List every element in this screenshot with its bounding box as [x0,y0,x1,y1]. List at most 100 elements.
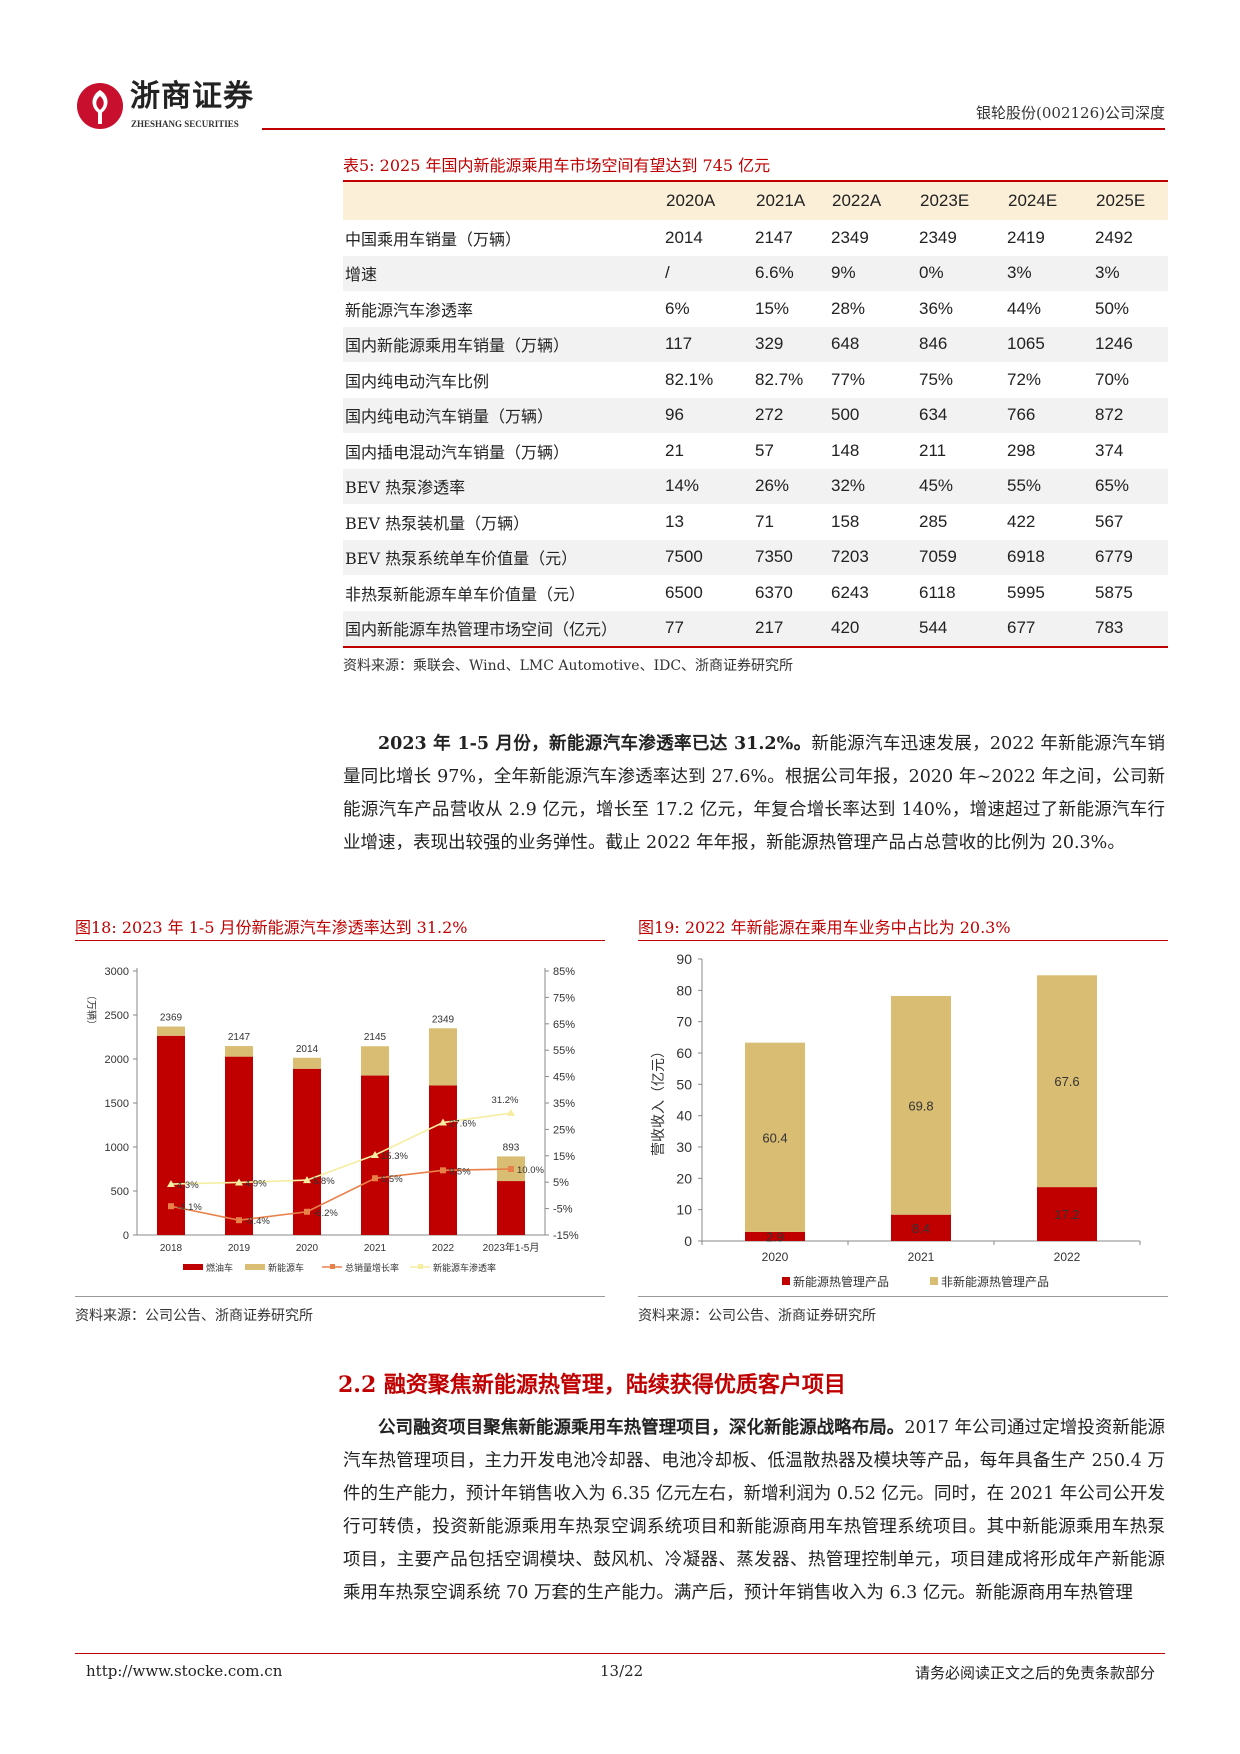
table-cell: 55% [1007,468,1095,504]
line-data-label: -9.4% [245,1216,270,1227]
row-label: 增速 [343,255,665,291]
y-tick-label: 500 [111,1186,129,1198]
y2-tick-label: 55% [553,1045,575,1057]
table-cell: 567 [1095,511,1124,531]
table-cell: 45% [919,468,1007,504]
row-label: BEV 热泵渗透率 [343,468,665,504]
growth-point [168,1203,174,1210]
figure-divider [638,940,1168,941]
bar-value-label: 60.4 [762,1130,787,1145]
footer-divider [75,1653,1165,1654]
paragraph-lead: 2023 年 1-5 月份，新能源汽车渗透率已达 31.2%。 [378,734,812,754]
y2-tick-label: 45% [553,1072,575,1084]
paragraph-lead: 公司融资项目聚焦新能源乘用车热管理项目，深化新能源战略布局。 [378,1418,905,1438]
table-cell: 65% [1095,468,1168,504]
bar-value-label: 67.6 [1054,1074,1079,1089]
y-tick-label: 40 [676,1108,692,1124]
y-tick-label: 0 [684,1233,692,1249]
paragraph-body: 新能源汽车迅速发展，2022 年新能源汽车销量同比增长 97%，全年新能源汽车渗… [343,734,1165,853]
line-growth [170,1168,512,1222]
logo-subtext: ZHESHANG SECURITIES [131,119,239,129]
table-cell: 374 [1095,440,1124,460]
x-tick-label: 2022 [1054,1250,1081,1264]
table-cell: 1065 [1007,326,1095,362]
paragraph-penetration: 2023 年 1-5 月份，新能源汽车渗透率已达 31.2%。新能源汽车迅速发展… [343,728,1165,860]
table-cell: 28% [831,298,866,318]
y-axis-label: （万辆） [85,990,98,1030]
table-cell: 77 [665,610,755,647]
table-header-row: 2020A 2021A 2022A 2023E 2024E 2025E [343,181,1168,220]
table-cell: 2014 [665,227,703,247]
y-tick-label: 3000 [105,966,129,978]
line-data-label: 9.5% [449,1166,471,1177]
table-cell: 5875 [1095,582,1133,602]
table-cell: 2419 [1007,227,1045,247]
y-axis-label: 营收收入（亿元） [650,1044,666,1156]
table-cell: 2147 [755,227,793,247]
table-cell: 677 [1007,610,1095,647]
y2-tick-label: 85% [553,966,575,978]
table-cell: 2492 [1095,227,1133,247]
row-label: 国内新能源乘用车销量（万辆） [343,326,665,362]
page-number: 13/22 [600,1662,644,1680]
table-cell: 21 [665,440,684,460]
column-header: 2021A [755,181,831,220]
table-cell: 117 [665,326,755,362]
table-cell: 3% [1007,255,1095,291]
column-header: 2020A [665,181,755,220]
table-cell: 872 [1095,397,1168,433]
table-row: 国内纯电动汽车比例 82.1% 82.7% 77% 75% 72% 70% [343,362,1168,398]
table-cell: 846 [919,326,1007,362]
legend-swatch [930,1277,938,1285]
table-row: BEV 热泵装机量（万辆） 13 71 158 285 422 567 [343,504,1168,540]
line-data-label: -4.1% [177,1202,202,1213]
y2-tick-label: 65% [553,1019,575,1031]
legend-label: 新能源热管理产品 [793,1274,889,1289]
figure-18-source: 资料来源：公司公告、浙商证券研究所 [75,1308,313,1324]
y-tick-label: 0 [123,1230,129,1242]
report-title: 银轮股份(002126)公司深度 [976,104,1165,122]
table-cell: 3% [1095,255,1168,291]
chart-revenue-breakdown: 0 10 20 30 40 50 60 70 80 90 营收收入（亿元） 2.9 60.4 2020 8.… [650,951,1141,1289]
table-row: 非热泵新能源车单车价值量（元） 6500 6370 6243 6118 5995 5875 [343,575,1168,611]
table-cell: 7203 [831,539,919,575]
penetration-point [303,1176,311,1184]
bar-nev [225,1046,253,1057]
table-cell: 148 [831,440,860,460]
column-header: 2024E [1007,181,1095,220]
bar-non-nev-thermal [891,995,951,1215]
table-cell: 6.6% [755,255,831,291]
table-cell: 32% [831,468,919,504]
y-tick-label: 1500 [105,1098,129,1110]
x-tick-label: 2018 [160,1243,183,1254]
footer-link[interactable]: http://www.stocke.com.cn [86,1662,283,1680]
bar-value-label: 17.2 [1054,1207,1079,1222]
y-tick-label: 70 [676,1014,692,1030]
table-row: 国内新能源车热管理市场空间（亿元） 77 217 420 544 677 783 [343,610,1168,647]
table-row: BEV 热泵渗透率 14% 26% 32% 45% 55% 65% [343,468,1168,504]
table-cell: 420 [831,610,919,647]
legend-label: 新能源车 [268,1262,304,1273]
penetration-point [439,1118,447,1126]
column-header: 2023E [919,181,1007,220]
x-tick-label: 2020 [762,1250,789,1264]
table-row: 国内纯电动汽车销量（万辆） 96 272 500 634 766 872 [343,397,1168,433]
row-label: 中国乘用车销量（万辆） [345,229,522,249]
table-cell: 6918 [1007,539,1095,575]
table-cell: 2349 [919,227,957,247]
legend-label: 新能源车渗透率 [433,1262,496,1273]
line-data-label: 6.5% [381,1174,403,1185]
bar-nev [361,1046,389,1076]
bar-ice [497,1181,525,1235]
legend-label: 总销量增长率 [345,1262,399,1273]
figure-19-title: 图19: 2022 年新能源在乘用车业务中占比为 20.3% [638,918,1011,937]
footer-disclaimer: 请务必阅读正文之后的免责条款部分 [914,1664,1155,1682]
legend-swatch [782,1277,790,1285]
x-tick-label: 2023年1-5月 [483,1241,540,1254]
table-cell: 26% [755,468,831,504]
table-cell: 82.1% [665,369,714,389]
table-cell: 211 [919,440,947,460]
table-cell: 2349 [831,227,869,247]
table-cell: 13 [665,511,684,531]
logo-text: 浙商证券 [130,79,254,114]
